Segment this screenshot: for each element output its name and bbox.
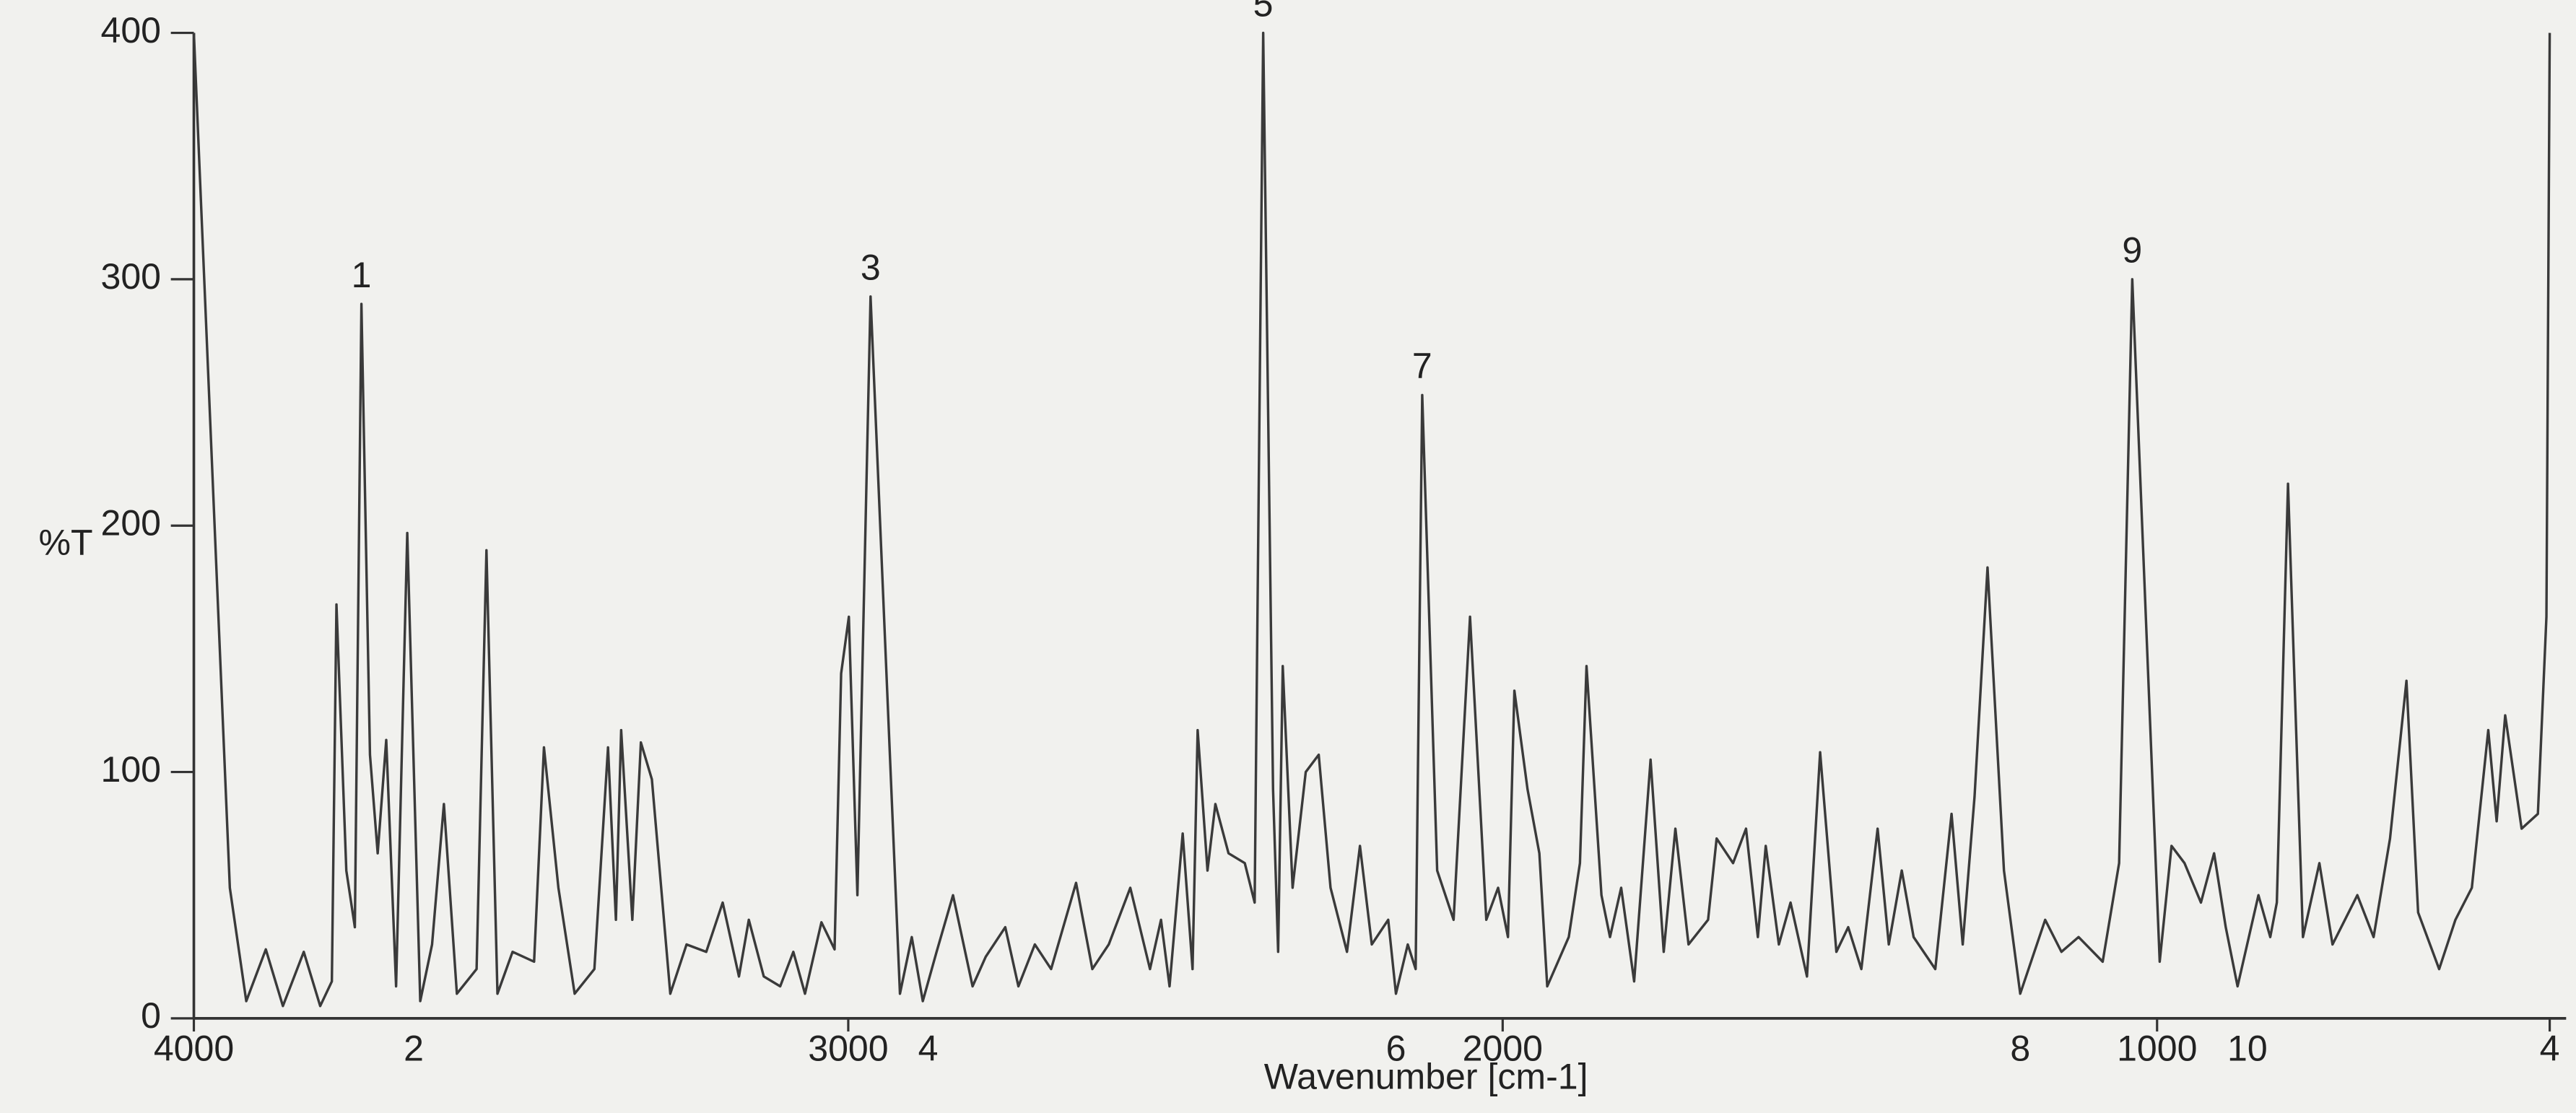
y-axis-label: %T bbox=[38, 523, 92, 563]
y-tick-label: 200 bbox=[100, 502, 161, 543]
y-tick-label: 400 bbox=[100, 10, 161, 51]
peak-label: 4 bbox=[918, 1029, 939, 1069]
x-tick-label: 4 bbox=[2540, 1029, 2560, 1069]
x-axis-label: Wavenumber [cm-1] bbox=[1264, 1056, 1588, 1096]
peak-label: 7 bbox=[1412, 346, 1432, 386]
spectrum-line bbox=[192, 31, 2551, 1008]
x-tick-label: 4000 bbox=[154, 1029, 234, 1069]
peak-label: 6 bbox=[1386, 1029, 1406, 1069]
y-tick-label: 0 bbox=[141, 995, 161, 1036]
y-tick-label: 300 bbox=[100, 256, 161, 297]
x-tick-label: 3000 bbox=[808, 1029, 888, 1069]
x-tick-label: 1000 bbox=[2117, 1029, 2197, 1069]
x-tick-label: 2000 bbox=[1463, 1029, 1543, 1069]
peak-label: 5 bbox=[1253, 0, 1274, 24]
y-tick-label: 100 bbox=[100, 749, 161, 790]
peak-label: 3 bbox=[861, 248, 881, 288]
peak-label: 9 bbox=[2122, 230, 2142, 271]
peak-label: 8 bbox=[2010, 1029, 2030, 1069]
peak-label: 10 bbox=[2227, 1029, 2268, 1069]
peak-label: 2 bbox=[404, 1029, 424, 1069]
peak-label: 1 bbox=[352, 255, 372, 295]
